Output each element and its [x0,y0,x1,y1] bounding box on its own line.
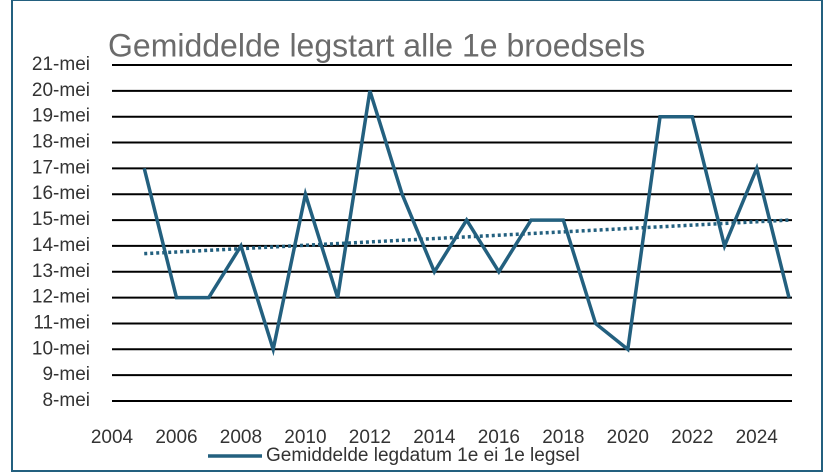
legend-label: Gemiddelde legdatum 1e ei 1e legsel [266,445,580,466]
y-tick-label: 16-mei [32,183,90,204]
y-tick-label: 12-mei [32,287,90,308]
x-tick-label: 2012 [349,427,391,448]
x-tick-label: 2008 [220,427,262,448]
y-tick-label: 19-mei [32,106,90,127]
x-tick-label: 2014 [413,427,456,448]
x-tick-label: 2016 [478,427,520,448]
x-tick-label: 2018 [542,427,584,448]
y-tick-label: 10-mei [32,338,90,359]
y-tick-label: 15-mei [32,209,90,230]
x-tick-label: 2020 [607,427,649,448]
x-tick-label: 2024 [736,427,779,448]
y-tick-label: 14-mei [32,235,90,256]
y-tick-label: 20-mei [32,80,90,101]
y-tick-label: 13-mei [32,261,90,282]
y-tick-label: 18-mei [32,132,90,153]
x-tick-label: 2004 [91,427,134,448]
y-tick-label: 11-mei [33,312,90,333]
chart-title: Gemiddelde legstart alle 1e broedsels [108,27,645,63]
x-tick-label: 2006 [155,427,197,448]
y-tick-label: 17-mei [32,157,90,178]
trend-line [144,218,790,256]
y-tick-label: 21-mei [32,54,90,75]
y-tick-label: 8-mei [42,390,90,411]
y-tick-label: 9-mei [42,364,90,385]
x-tick-label: 2010 [284,427,326,448]
frame [11,0,823,472]
x-tick-label: 2022 [671,427,713,448]
data-line [142,90,791,357]
